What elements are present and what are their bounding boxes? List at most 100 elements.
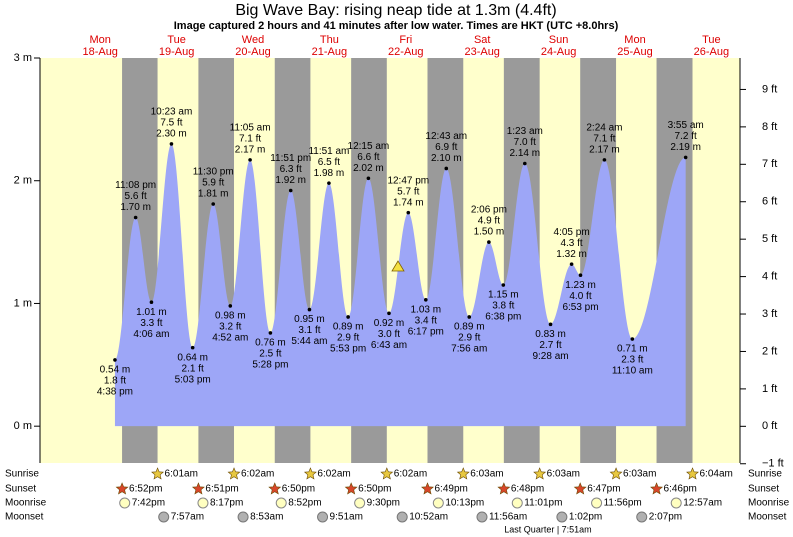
tide-point (501, 283, 506, 287)
tide-label: 1.32 m (556, 249, 587, 260)
tide-label: 5:28 pm (252, 360, 288, 371)
tide-point (211, 202, 216, 206)
tide-label: 9:28 am (532, 351, 568, 362)
sunrise-time: 6:02am (394, 469, 427, 480)
tide-label: 2.9 ft (337, 333, 359, 344)
y2-tick-label: 9 ft (762, 83, 777, 95)
tide-label: 5.9 ft (202, 178, 224, 189)
tide-label: 1.74 m (393, 197, 424, 208)
moonrise-icon (591, 497, 603, 509)
tide-label: 1:23 am (507, 126, 543, 137)
row-label: Moonrise (5, 498, 47, 509)
day-date: 19-Aug (159, 46, 194, 58)
tide-label: 4:38 pm (97, 387, 133, 398)
moonrise-time: 8:17pm (210, 498, 243, 509)
tide-point (578, 273, 583, 278)
moonrise-icon (275, 497, 287, 509)
tide-label: 3.8 ft (492, 301, 514, 312)
moonset-time: 1:02pm (569, 512, 602, 523)
sunrise-icon (227, 467, 241, 480)
y2-tick-label: 6 ft (762, 196, 777, 208)
tide-label: 2.3 ft (621, 355, 643, 366)
tide-label: 1.03 m (411, 304, 442, 315)
tide-label: 1.92 m (275, 175, 306, 186)
tide-label: 7.5 ft (160, 118, 182, 129)
tide-label: 4:05 pm (554, 227, 590, 238)
day-name: Thu (320, 34, 339, 46)
y2-tick-label: 2 ft (762, 345, 777, 357)
tide-point (569, 262, 574, 266)
tide-label: 11:51 pm (270, 153, 311, 164)
sunset-icon (115, 482, 129, 495)
moonset-icon (556, 511, 568, 523)
day-date: 21-Aug (312, 46, 347, 58)
tide-label: 0.95 m (294, 314, 325, 325)
tide-label: 4.0 ft (569, 291, 591, 302)
y2-tick-label: −1 ft (762, 458, 784, 470)
tide-label: 0.83 m (535, 329, 566, 340)
day-date: 20-Aug (235, 46, 270, 58)
moonrise-time: 7:42pm (132, 498, 165, 509)
moon-phase: Last Quarter | 7:51am (504, 524, 591, 534)
current-tide-marker (391, 260, 405, 272)
row-label: Sunset (5, 484, 36, 495)
sunset-icon (268, 482, 282, 495)
sunset-icon (650, 482, 663, 495)
y2-tick-label: 8 ft (762, 121, 777, 133)
moonrise-icon (197, 497, 209, 509)
moonset-time: 11:56am (489, 512, 527, 523)
tide-label: 1.70 m (120, 202, 151, 213)
sunset-time: 6:48pm (511, 484, 544, 495)
tide-point (548, 322, 553, 327)
y2-tick-label: 3 ft (762, 308, 777, 320)
sunset-time: 6:52pm (129, 484, 162, 495)
moonrise-time: 8:52pm (288, 498, 321, 509)
moonset-time: 9:51am (330, 512, 363, 523)
tide-point (288, 188, 293, 193)
moonrise-icon (670, 497, 682, 509)
tide-label: 1.8 ft (104, 376, 126, 387)
tide-label: 3:55 am (668, 120, 704, 131)
y2-tick-label: 5 ft (762, 233, 777, 245)
sunrise-icon (456, 467, 470, 480)
tide-label: 4:06 am (133, 329, 169, 340)
sunrise-icon (151, 467, 165, 480)
sunset-icon (191, 482, 205, 495)
tide-label: 11:05 am (230, 123, 271, 134)
chart-title: Big Wave Bay: rising neap tide at 1.3m (… (235, 2, 556, 19)
moonset-time: 2:07pm (649, 512, 682, 523)
sunrise-icon (380, 467, 394, 480)
sunrise-icon (303, 467, 317, 480)
tide-label: 4.9 ft (478, 216, 500, 227)
tide-label: 3.3 ft (140, 318, 162, 329)
sunrise-icon (609, 467, 623, 480)
tide-label: 6.6 ft (357, 152, 379, 163)
y2-tick-label: 4 ft (762, 271, 777, 283)
tide-label: 11:10 am (612, 366, 653, 377)
y2-tick-label: 0 ft (762, 420, 777, 432)
sunrise-time: 6:03am (470, 469, 503, 480)
moonset-icon (476, 511, 488, 523)
moonrise-icon (432, 497, 444, 509)
tide-label: 6.9 ft (435, 142, 457, 153)
tide-label: 5:44 am (291, 336, 327, 347)
moonset-icon (237, 511, 249, 523)
tide-label: 3.0 ft (378, 329, 400, 340)
tide-label: 1.50 m (474, 227, 505, 238)
tide-label: 1.81 m (198, 189, 229, 200)
tide-label: 1.23 m (565, 280, 596, 291)
tide-point (228, 304, 233, 308)
moonrise-icon (354, 497, 366, 509)
tide-label: 0.71 m (617, 344, 648, 355)
tide-label: 12:43 am (425, 131, 467, 142)
moonset-time: 8:53am (250, 512, 283, 523)
row-label: Moonset (5, 512, 44, 523)
day-name: Tue (167, 34, 186, 46)
moonrise-time: 11:01pm (524, 498, 562, 509)
day-date: 25-Aug (617, 46, 652, 58)
tide-label: 11:08 pm (115, 180, 156, 191)
day-date: 23-Aug (464, 46, 499, 58)
row-label: Moonset (748, 512, 787, 523)
tide-point (366, 176, 371, 181)
sunset-time: 6:47pm (587, 484, 620, 495)
